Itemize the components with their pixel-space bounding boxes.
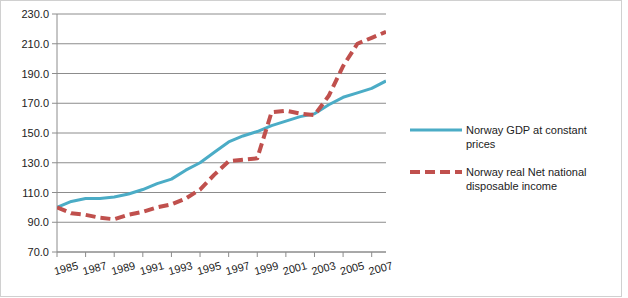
- x-tick: [85, 252, 86, 257]
- grid-line: [57, 14, 386, 15]
- y-tick: [52, 103, 57, 104]
- x-tick: [57, 252, 58, 257]
- x-tick-label: 1989: [110, 259, 137, 277]
- y-tick: [52, 192, 57, 193]
- grid-line: [57, 103, 386, 104]
- grid-line: [57, 222, 386, 223]
- x-tick-label: 1987: [81, 259, 108, 277]
- y-tick: [52, 43, 57, 44]
- grid-line: [57, 133, 386, 134]
- legend-label: Norway real Net national disposable inco…: [466, 165, 616, 193]
- y-tick-label: 70.0: [28, 246, 49, 258]
- chart-frame: [1, 1, 622, 297]
- y-tick: [52, 73, 57, 74]
- x-tick-label: 1985: [53, 259, 80, 277]
- x-tick: [343, 252, 344, 257]
- y-tick-label: 130.0: [21, 157, 49, 169]
- y-tick: [52, 252, 57, 253]
- y-tick-label: 230.0: [21, 8, 49, 20]
- legend-label: Norway GDP at constant prices: [466, 123, 616, 151]
- y-tick-label: 170.0: [21, 97, 49, 109]
- x-tick: [371, 252, 372, 257]
- grid-line: [57, 192, 386, 193]
- y-tick-label: 210.0: [21, 38, 49, 50]
- plot-lines: [57, 32, 386, 219]
- y-tick: [52, 222, 57, 223]
- x-tick-label: 2005: [339, 259, 366, 277]
- x-tick: [142, 252, 143, 257]
- y-tick-label: 110.0: [22, 187, 49, 199]
- x-tick: [257, 252, 258, 257]
- y-tick: [52, 162, 57, 163]
- y-tick: [52, 14, 57, 15]
- x-tick-label: 2007: [367, 259, 394, 277]
- x-tick: [314, 252, 315, 257]
- x-tick: [285, 252, 286, 257]
- legend-swatch: [410, 170, 462, 174]
- legend-swatch: [410, 129, 462, 132]
- grid-line: [57, 43, 386, 44]
- grid-line: [57, 73, 386, 74]
- y-tick-label: 90.0: [28, 216, 49, 228]
- x-tick-label: 2001: [281, 259, 308, 277]
- grid-line: [57, 252, 386, 253]
- x-tick: [200, 252, 201, 257]
- x-tick-label: 1991: [138, 259, 165, 277]
- series-line: [57, 32, 386, 219]
- y-tick-label: 190.0: [21, 68, 49, 80]
- x-tick: [114, 252, 115, 257]
- x-tick: [171, 252, 172, 257]
- grid-line: [57, 162, 386, 163]
- x-tick: [228, 252, 229, 257]
- x-tick-label: 2003: [310, 259, 337, 277]
- x-tick-label: 1999: [253, 259, 280, 277]
- y-tick: [52, 133, 57, 134]
- y-tick-label: 150.0: [21, 127, 49, 139]
- x-axis: [57, 252, 386, 253]
- x-tick-label: 1997: [224, 259, 251, 277]
- series-line: [57, 81, 386, 207]
- x-tick-label: 1993: [167, 259, 194, 277]
- y-axis: [57, 14, 58, 252]
- x-tick-label: 1995: [196, 259, 223, 277]
